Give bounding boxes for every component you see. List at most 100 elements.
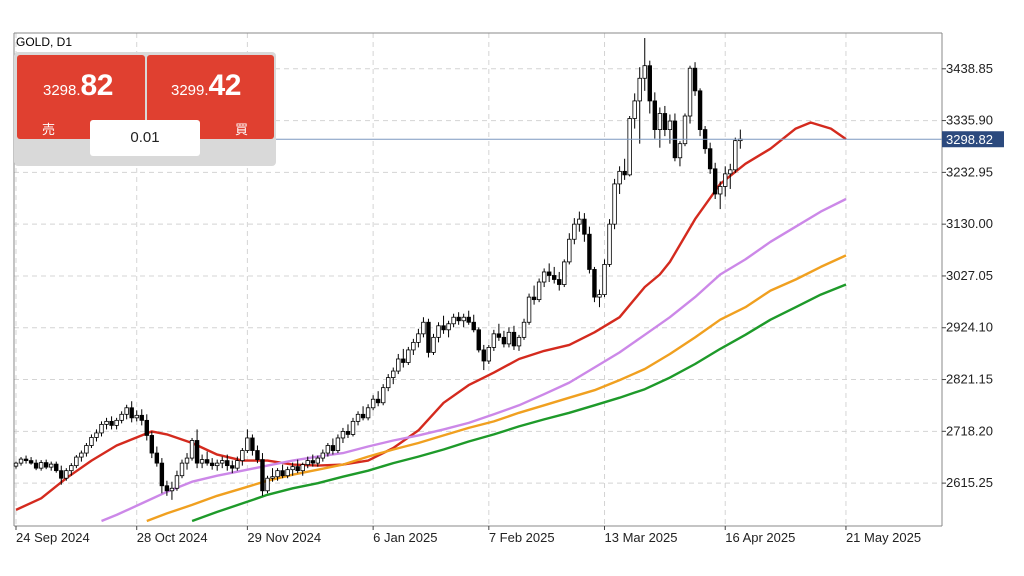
candle-body — [54, 463, 59, 472]
candle-body — [541, 271, 547, 283]
candle-body — [255, 450, 260, 460]
candle-body — [365, 407, 371, 419]
candle-body — [230, 465, 235, 469]
y-tick-label: 3335.90 — [946, 113, 993, 128]
candle-body — [516, 336, 522, 347]
candle-body — [401, 358, 406, 363]
candle-body — [431, 336, 436, 353]
candle-body — [275, 470, 280, 478]
candle-body — [350, 420, 356, 435]
candle-body — [466, 316, 471, 323]
candle-body — [260, 459, 265, 492]
candle-body — [154, 452, 160, 464]
candle-body — [602, 264, 607, 295]
candle-body — [149, 435, 155, 454]
candle-body — [220, 460, 225, 464]
candle-body — [129, 407, 134, 419]
candle-body — [446, 323, 451, 331]
candlesticks — [13, 38, 743, 500]
sell-price-big: 82 — [80, 69, 114, 102]
candle-body — [411, 341, 416, 351]
candle-body — [486, 347, 492, 362]
candle-body — [18, 458, 24, 464]
candle-body — [436, 325, 441, 338]
candle-body — [582, 218, 587, 235]
candle-body — [421, 321, 426, 335]
candle-body — [99, 423, 104, 434]
moving-average-line — [191, 283, 847, 523]
candle-body — [250, 437, 255, 451]
candle-body — [305, 460, 310, 466]
candle-body — [531, 296, 537, 301]
candle-body — [607, 223, 612, 265]
candle-body — [667, 120, 673, 130]
sell-price-small: 3298. — [43, 82, 81, 99]
candle-body — [723, 173, 728, 187]
x-tick-label: 6 Jan 2025 — [373, 530, 437, 545]
sell-label: 売 — [42, 122, 56, 137]
candle-body — [240, 450, 245, 462]
candle-body — [270, 476, 275, 479]
candle-body — [214, 462, 220, 467]
volume-input[interactable]: 0.01 — [90, 120, 200, 156]
candle-body — [209, 462, 215, 467]
candle-body — [592, 269, 597, 298]
candle-body — [662, 113, 668, 130]
candle-body — [707, 148, 713, 170]
candle-body — [199, 459, 205, 464]
candle-body — [476, 329, 481, 351]
candle-body — [687, 67, 693, 117]
candle-body — [315, 457, 320, 464]
candle-body — [652, 100, 658, 130]
candle-body — [627, 118, 632, 176]
candle-body — [330, 445, 336, 451]
candle-body — [38, 462, 44, 469]
candle-body — [345, 431, 351, 435]
candle-body — [84, 445, 89, 454]
candle-body — [557, 279, 562, 285]
candle-body — [189, 440, 195, 459]
candle-body — [622, 170, 627, 176]
candle-body — [280, 470, 285, 477]
moving-average-line — [146, 254, 847, 523]
candle-body — [375, 398, 381, 404]
x-axis-labels: 24 Sep 2024 28 Oct 2024 29 Nov 2024 6 Jan 2… — [15, 526, 921, 545]
candle-body — [712, 168, 718, 195]
candle-body — [285, 469, 290, 477]
candle-body — [335, 437, 341, 451]
candle-body — [144, 419, 149, 436]
candle-body — [204, 459, 210, 464]
candle-body — [521, 321, 527, 338]
buy-price-small: 3299. — [171, 82, 209, 99]
candle-body — [406, 349, 411, 363]
candle-body — [33, 462, 39, 469]
y-tick-label: 2924.10 — [946, 320, 993, 335]
candle-body — [184, 457, 190, 464]
buy-label: 買 — [235, 122, 249, 137]
y-tick-label: 2615.25 — [946, 475, 993, 490]
candle-body — [139, 414, 144, 421]
candle-body — [718, 186, 723, 195]
candle-body — [340, 431, 346, 439]
current-price-tag — [942, 131, 1004, 148]
candle-body — [391, 370, 396, 378]
y-tick-label: 3232.95 — [946, 164, 993, 179]
candle-body — [79, 452, 84, 458]
y-tick-label: 2821.15 — [946, 372, 993, 387]
y-axis-labels: 3438.85 3335.90 3232.95 3130.00 3027.05 2924.… — [942, 61, 993, 490]
candle-body — [481, 349, 486, 362]
symbol-label: GOLD, D1 — [16, 35, 73, 49]
candle-body — [300, 464, 305, 472]
candle-body — [637, 77, 642, 102]
candle-body — [114, 419, 119, 426]
x-tick-label: 13 Mar 2025 — [605, 530, 678, 545]
candle-body — [491, 333, 497, 348]
candle-body — [677, 143, 683, 159]
candle-body — [295, 466, 300, 472]
candle-body — [23, 458, 29, 462]
candle-body — [119, 413, 124, 421]
x-tick-label: 28 Oct 2024 — [137, 530, 208, 545]
candle-body — [647, 65, 652, 102]
candle-body — [225, 460, 230, 467]
